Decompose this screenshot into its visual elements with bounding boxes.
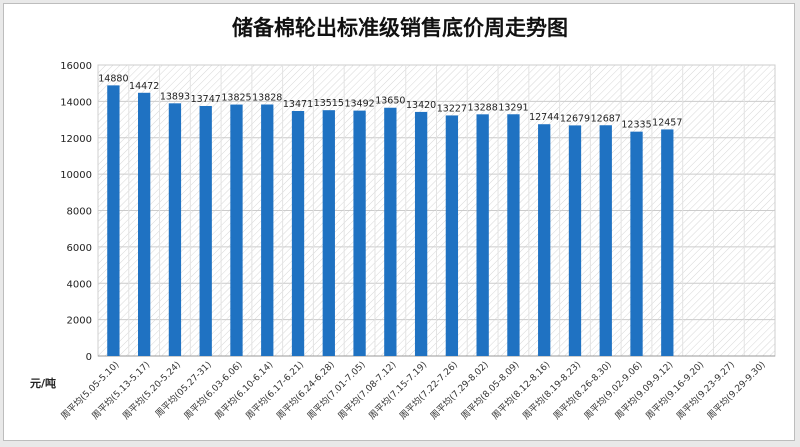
x-tick-label: 周平均(5.13-5.17) [89, 359, 152, 422]
y-axis-unit-label: 元/吨 [30, 376, 56, 390]
bar [384, 107, 397, 356]
x-tick-label: 周平均(7.22-7.26) [397, 359, 460, 422]
x-tick-label: 周平均(6.03-6.06) [181, 359, 244, 422]
y-tick-label: 6000 [67, 243, 92, 254]
bar [291, 110, 305, 356]
bar [568, 125, 582, 356]
x-tick-label: 周平均(8.19-8.23) [520, 359, 583, 422]
data-label: 12679 [560, 113, 590, 124]
bar [476, 114, 489, 357]
y-tick-label: 0 [86, 352, 92, 363]
bar [261, 104, 274, 356]
data-label: 13893 [160, 91, 190, 102]
y-tick-label: 8000 [67, 207, 92, 218]
data-label: 14880 [98, 73, 128, 84]
data-label: 12457 [652, 117, 682, 128]
bar [445, 115, 459, 357]
x-tick-label: 周平均(6.17-6.21) [243, 359, 306, 422]
data-label: 12335 [621, 120, 651, 131]
bar [168, 103, 182, 356]
x-tick-label: 周平均(9.23-9.27) [674, 359, 737, 422]
x-tick-label: 周平均(6.10-6.14) [212, 359, 275, 422]
data-label: 14472 [129, 81, 159, 92]
data-label: 13515 [314, 98, 344, 109]
data-label: 13747 [191, 94, 221, 105]
y-axis-ticks: 0 2000 4000 6000 8000 10000 12000 14000 16000 [60, 61, 92, 363]
y-tick-label: 14000 [60, 97, 92, 108]
x-axis-ticks: 周平均(5.05-5.10)周平均(5.13-5.17)周平均(5.20-5.2… [58, 359, 767, 422]
x-tick-label: 周平均(9.09-9.12) [612, 359, 675, 422]
bar [414, 111, 428, 356]
x-tick-label: 周平均(7.08-7.12) [335, 359, 398, 422]
x-tick-label: 周平均(8.05-8.09) [458, 359, 521, 422]
data-label: 13288 [468, 102, 498, 113]
y-tick-label: 16000 [60, 61, 92, 72]
data-label: 13492 [344, 99, 374, 110]
bar [230, 104, 243, 356]
data-label: 13650 [375, 96, 405, 107]
x-tick-label: 周平均(6.24-6.28) [274, 359, 337, 422]
x-tick-label: 周平均(05.27-31) [153, 359, 214, 420]
x-tick-label: 周平均(8.12-8.16) [489, 359, 552, 422]
x-tick-label: 周平均(7.15-7.19) [366, 359, 429, 422]
bar [507, 114, 520, 357]
x-tick-label: 周平均(5.20-5.24) [120, 359, 183, 422]
x-tick-label: 周平均(8.26-8.30) [551, 359, 614, 422]
x-tick-label: 周平均(5.05-5.10) [58, 359, 121, 422]
chart-title: 储备棉轮出标准级销售底价周走势图 [232, 16, 568, 40]
data-label: 13825 [221, 93, 251, 104]
bar [107, 85, 120, 357]
bar [599, 125, 612, 356]
bar [661, 129, 674, 356]
bar [138, 92, 151, 356]
x-tick-label: 周平均(9.16-9.20) [643, 359, 706, 422]
chart-frame: 储备棉轮出标准级销售底价周走势图 0 2000 4000 6000 8000 10000 1… [3, 3, 795, 441]
data-label: 12744 [529, 112, 559, 123]
bar [538, 124, 551, 356]
x-tick-label: 周平均(9.02-9.06) [581, 359, 644, 422]
bar [322, 110, 335, 356]
bar [353, 110, 366, 356]
x-tick-label: 周平均(7.01-7.05) [305, 359, 368, 422]
y-tick-label: 4000 [67, 279, 92, 290]
bar [630, 131, 643, 356]
x-tick-label: 周平均(7.29-8.02) [428, 359, 491, 422]
bar [199, 105, 212, 356]
x-tick-label: 周平均(9.29-9.30) [705, 359, 768, 422]
data-label: 13420 [406, 100, 436, 111]
y-tick-label: 12000 [60, 134, 92, 145]
bars [107, 85, 674, 357]
data-label: 13471 [283, 99, 313, 110]
data-label: 13828 [252, 93, 282, 104]
bar-chart: 储备棉轮出标准级销售底价周走势图 0 2000 4000 6000 8000 10000 1… [30, 16, 776, 422]
y-tick-label: 10000 [60, 170, 92, 181]
data-label: 13291 [498, 102, 528, 113]
y-tick-label: 2000 [67, 316, 92, 327]
data-label: 13227 [437, 103, 467, 114]
data-label: 12687 [591, 113, 621, 124]
